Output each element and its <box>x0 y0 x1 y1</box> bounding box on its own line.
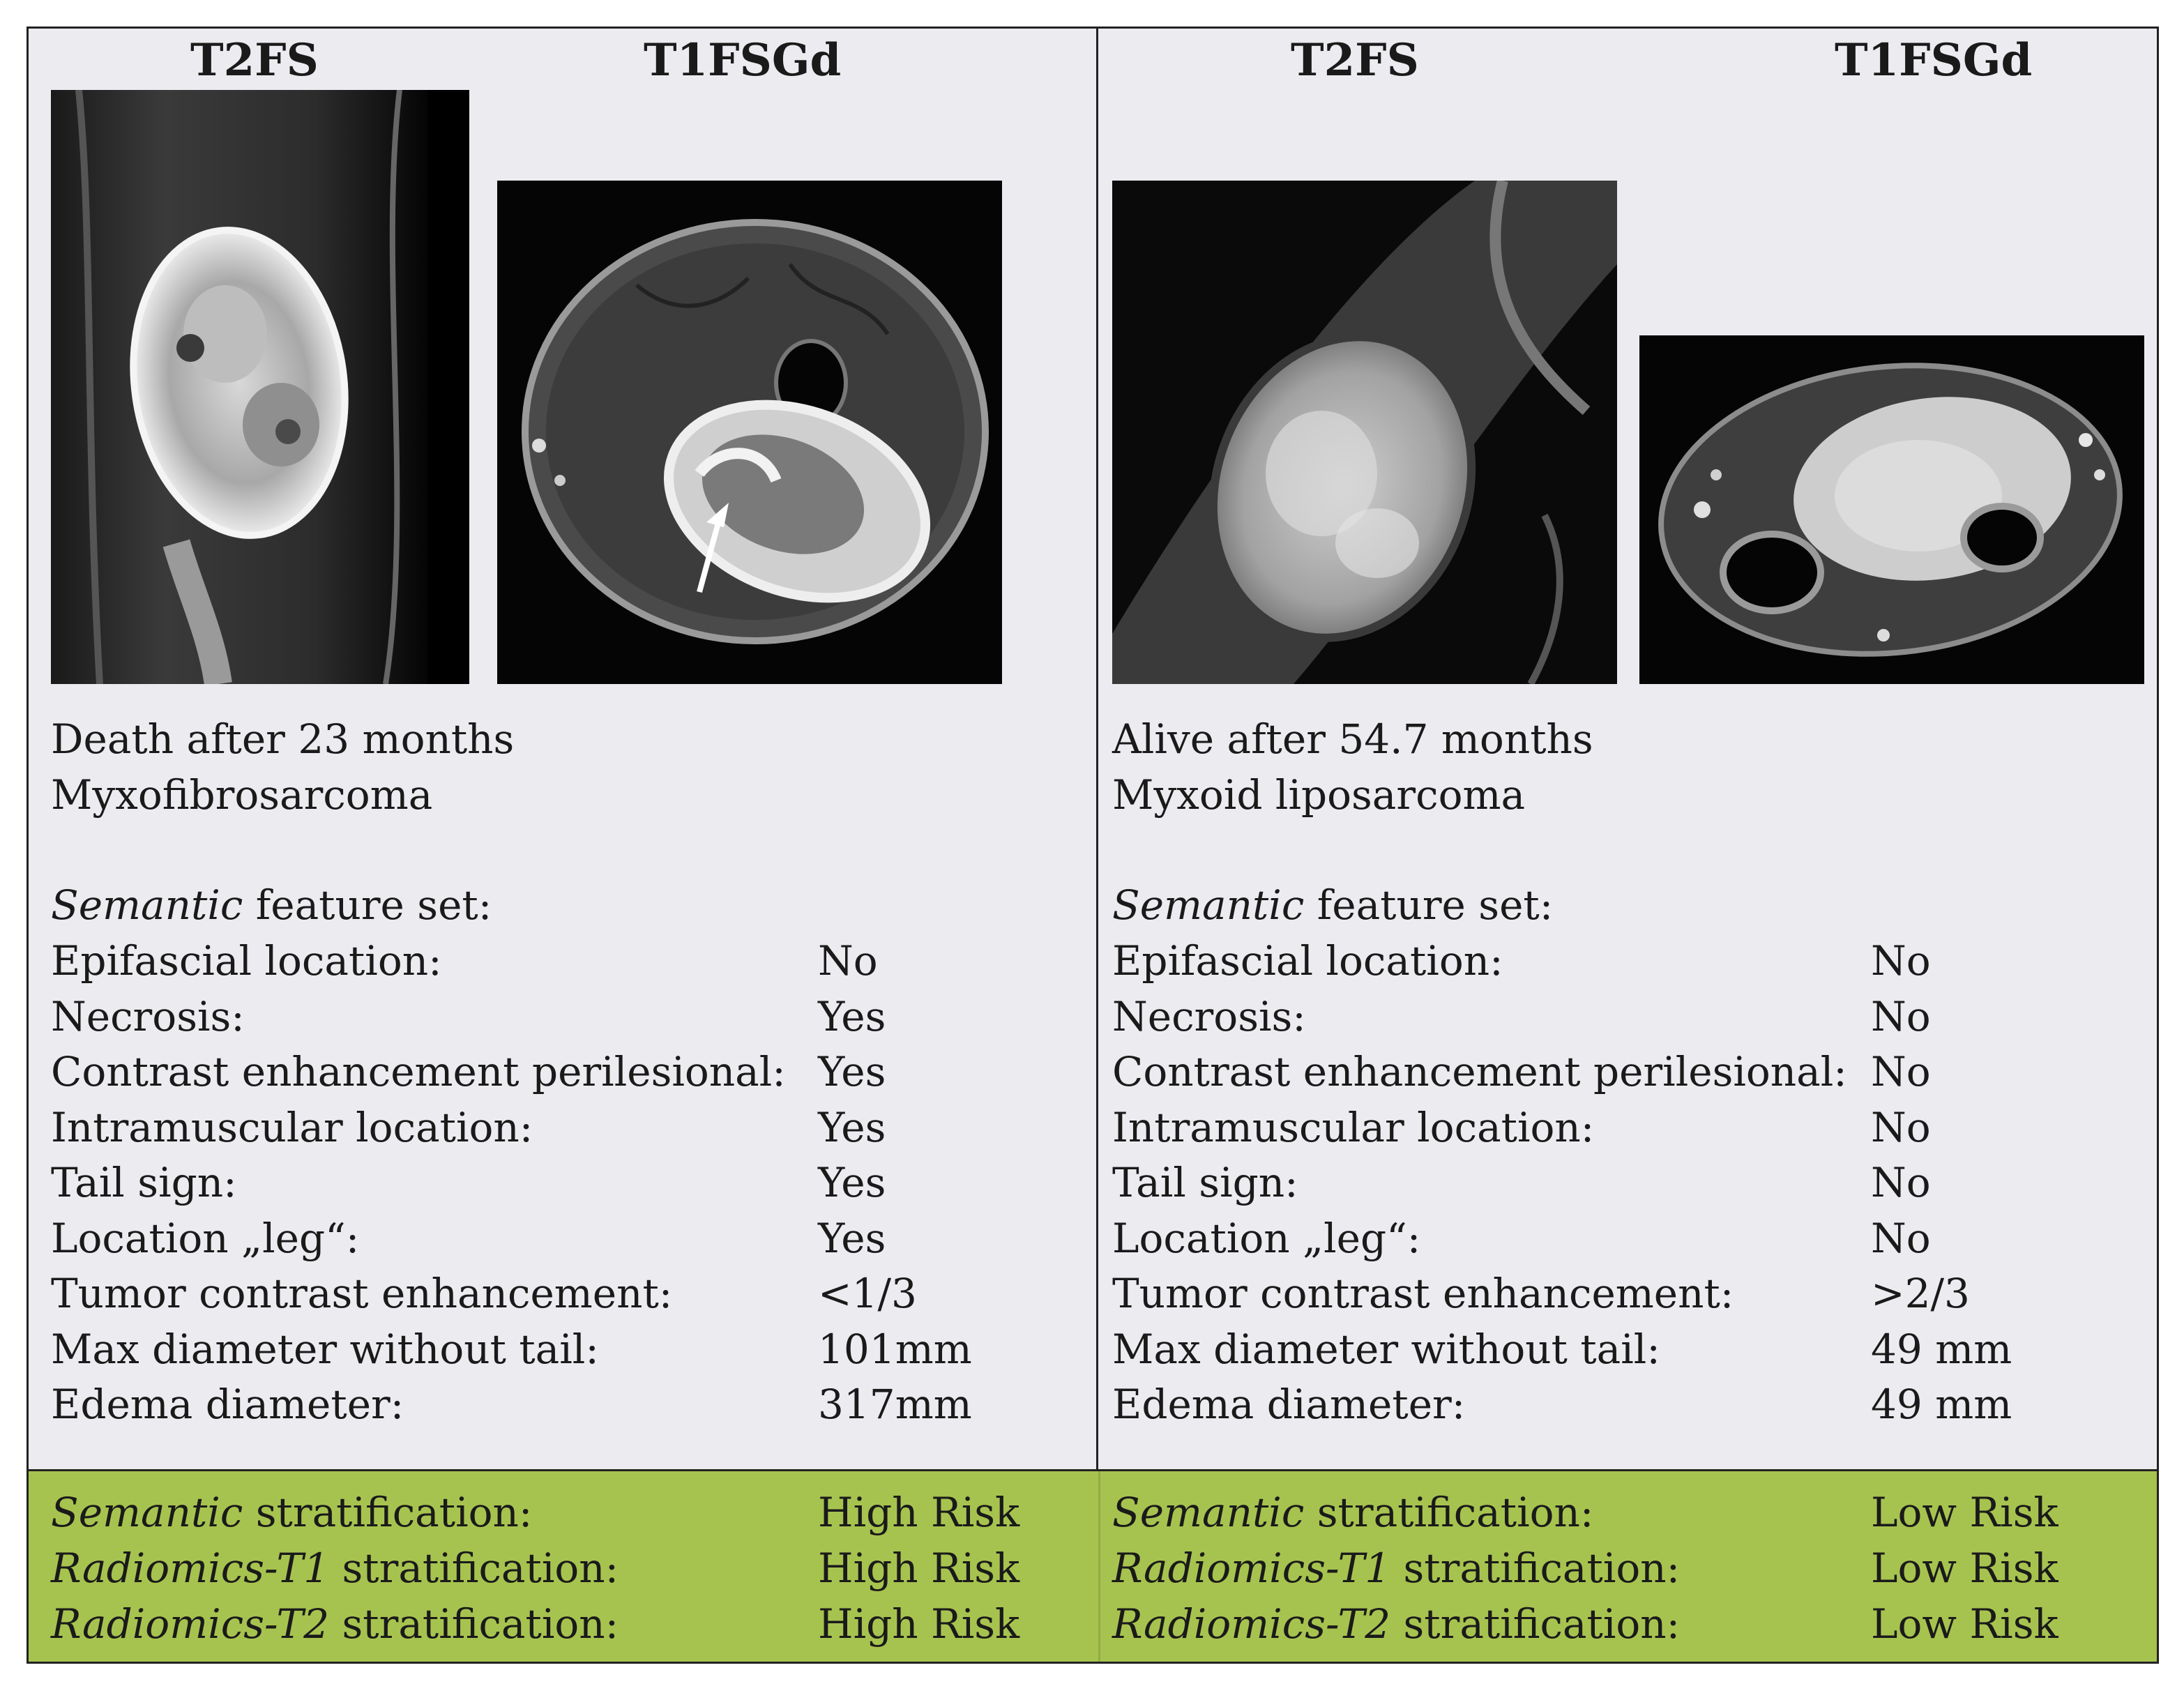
feature-value: No <box>1871 1048 1931 1095</box>
feature-value: <1/3 <box>818 1270 917 1317</box>
feature-name: Epifascial location: <box>51 937 442 985</box>
feature-value: 49 mm <box>1871 1381 2012 1428</box>
stratification-method: Radiomics-T2 <box>51 1600 330 1648</box>
feature-name: Tail sign: <box>51 1159 237 1206</box>
right-t2fs-mri-image <box>1112 181 1617 684</box>
right-t1fsgd-label: T1FSGd <box>1835 34 2033 86</box>
feature-name: Contrast enhancement perilesional: <box>1112 1048 1847 1095</box>
stratification-suffix: stratification: <box>329 1600 619 1648</box>
stratification-name: Semantic stratification: <box>51 1492 532 1533</box>
stratification-name: Radiomics-T2 stratification: <box>1112 1604 1680 1644</box>
left-feature-set-italic: Semantic <box>51 881 243 929</box>
feature-name: Tumor contrast enhancement: <box>51 1270 673 1317</box>
left-feature-set-heading: Semantic feature set: <box>51 885 492 925</box>
left-t2fs-mri-image <box>51 90 469 684</box>
stratification-method: Semantic <box>51 1489 243 1536</box>
left-t1fsgd-mri-image <box>497 181 1002 684</box>
stratification-name: Semantic stratification: <box>1112 1492 1593 1533</box>
stratification-method: Radiomics-T2 <box>1112 1600 1391 1648</box>
feature-name: Epifascial location: <box>1112 937 1503 985</box>
feature-value: No <box>1871 937 1931 985</box>
feature-value: No <box>818 937 878 985</box>
left-diagnosis: Myxofibrosarcoma <box>51 771 433 819</box>
right-feature-set-rest: feature set: <box>1304 881 1554 929</box>
risk-value: High Risk <box>818 1544 1020 1592</box>
left-case-panel: T2FS T1FSGd <box>29 29 1098 1469</box>
stratification-name: Radiomics-T1 stratification: <box>51 1548 619 1588</box>
stratification-band: Semantic stratification: High Risk Radiomi… <box>29 1469 2157 1662</box>
left-t2fs-label: T2FS <box>190 34 319 86</box>
right-outcome: Alive after 54.7 months <box>1112 715 1593 763</box>
feature-name: Intramuscular location: <box>1112 1103 1595 1151</box>
feature-name: Intramuscular location: <box>51 1103 533 1151</box>
risk-value: High Risk <box>818 1600 1020 1648</box>
feature-value: Yes <box>818 1103 886 1151</box>
feature-value: No <box>1871 1214 1931 1262</box>
stratification-suffix: stratification: <box>1390 1544 1681 1592</box>
stratification-suffix: stratification: <box>243 1489 533 1536</box>
feature-value: 101mm <box>818 1325 972 1373</box>
feature-value: No <box>1871 992 1931 1040</box>
stratification-method: Radiomics-T1 <box>1112 1544 1391 1592</box>
feature-value: Yes <box>818 1048 886 1095</box>
right-feature-set-heading: Semantic feature set: <box>1112 885 1553 925</box>
stratification-method: Radiomics-T1 <box>51 1544 330 1592</box>
feature-name: Tumor contrast enhancement: <box>1112 1270 1734 1317</box>
right-case-panel: T2FS T1FSGd <box>1098 29 2157 1469</box>
stratification-suffix: stratification: <box>1390 1600 1681 1648</box>
stratification-name: Radiomics-T1 stratification: <box>1112 1548 1680 1588</box>
stratification-divider <box>1098 1471 1100 1662</box>
stratification-suffix: stratification: <box>329 1544 619 1592</box>
feature-name: Necrosis: <box>51 992 245 1040</box>
feature-value: Yes <box>818 1214 886 1262</box>
feature-name: Edema diameter: <box>1112 1381 1466 1428</box>
feature-value: No <box>1871 1103 1931 1151</box>
feature-value: 49 mm <box>1871 1325 2012 1373</box>
feature-name: Tail sign: <box>1112 1159 1298 1206</box>
feature-name: Max diameter without tail: <box>51 1325 599 1373</box>
risk-value: High Risk <box>818 1489 1020 1536</box>
stratification-name: Radiomics-T2 stratification: <box>51 1604 619 1644</box>
feature-name: Location „leg“: <box>1112 1214 1421 1262</box>
right-feature-set-italic: Semantic <box>1112 881 1305 929</box>
feature-value: Yes <box>818 1159 886 1206</box>
right-t2fs-label: T2FS <box>1291 34 1419 86</box>
feature-value: No <box>1871 1159 1931 1206</box>
stratification-method: Semantic <box>1112 1489 1305 1536</box>
feature-name: Edema diameter: <box>51 1381 404 1428</box>
feature-name: Location „leg“: <box>51 1214 360 1262</box>
feature-value: Yes <box>818 992 886 1040</box>
feature-name: Contrast enhancement perilesional: <box>51 1048 786 1095</box>
figure: T2FS T1FSGd <box>26 26 2159 1664</box>
feature-value: 317mm <box>818 1381 972 1428</box>
left-feature-set-rest: feature set: <box>243 881 492 929</box>
risk-value: Low Risk <box>1871 1544 2058 1592</box>
feature-name: Max diameter without tail: <box>1112 1325 1660 1373</box>
risk-value: Low Risk <box>1871 1600 2058 1648</box>
feature-name: Necrosis: <box>1112 992 1306 1040</box>
risk-value: Low Risk <box>1871 1489 2058 1536</box>
right-t1fsgd-mri-image <box>1639 335 2144 684</box>
right-diagnosis: Myxoid liposarcoma <box>1112 771 1526 819</box>
stratification-suffix: stratification: <box>1304 1489 1594 1536</box>
feature-value: >2/3 <box>1871 1270 1970 1317</box>
left-outcome: Death after 23 months <box>51 715 515 763</box>
left-t1fsgd-label: T1FSGd <box>644 34 842 86</box>
